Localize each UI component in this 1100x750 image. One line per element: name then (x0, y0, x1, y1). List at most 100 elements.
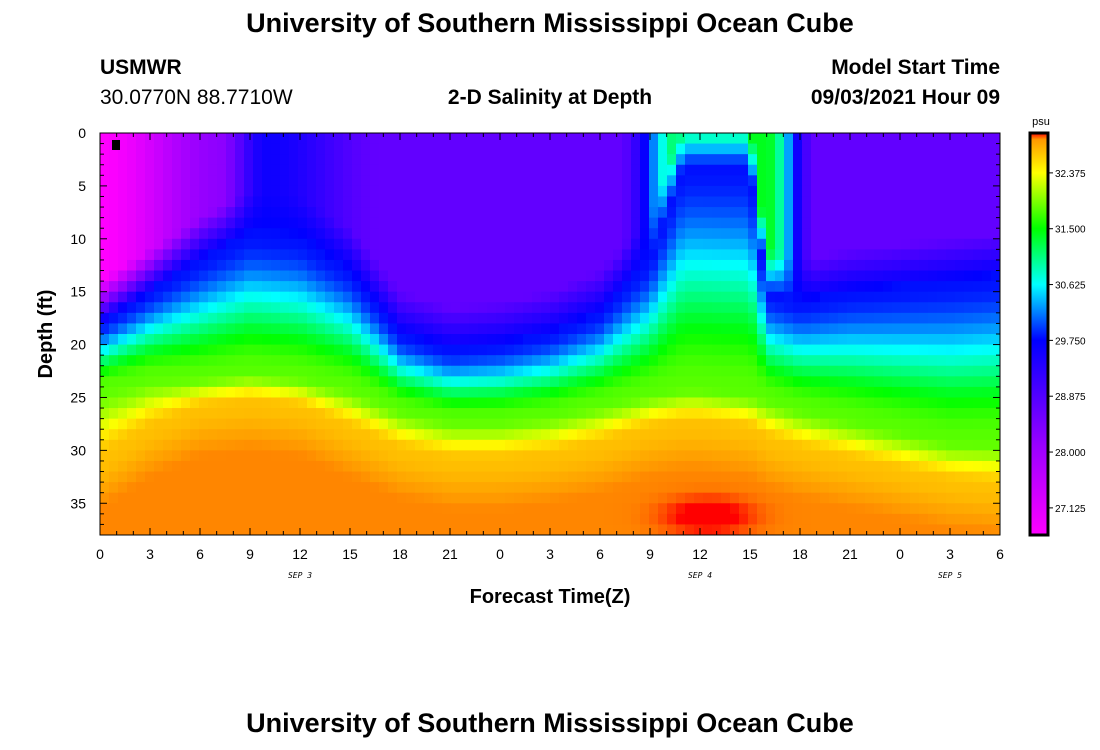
heatmap-cell (685, 355, 695, 367)
heatmap-cell (982, 450, 992, 462)
heatmap-cell (100, 492, 110, 504)
heatmap-cell (505, 323, 515, 335)
heatmap-cell (370, 471, 380, 483)
heatmap-cell (694, 217, 704, 229)
heatmap-cell (406, 133, 416, 145)
heatmap-cell (748, 408, 758, 420)
heatmap-cell (748, 196, 758, 208)
heatmap-cell (172, 376, 182, 388)
heatmap-cell (208, 312, 218, 325)
heatmap-cell (685, 259, 695, 272)
heatmap-cell (226, 376, 236, 388)
heatmap-cell (280, 238, 290, 250)
heatmap-cell (982, 207, 992, 219)
heatmap-cell (766, 164, 776, 176)
heatmap-cell (451, 355, 461, 367)
heatmap-cell (712, 439, 722, 451)
heatmap-cell (586, 344, 596, 356)
heatmap-cell (415, 323, 425, 335)
heatmap-cell (577, 418, 587, 430)
heatmap-cell (388, 228, 398, 240)
heatmap-cell (811, 524, 821, 535)
y-tick-label: 5 (78, 178, 86, 194)
heatmap-cell (685, 397, 695, 409)
heatmap-cell (523, 334, 533, 346)
heatmap-cell (748, 513, 758, 526)
heatmap-cell (631, 154, 641, 166)
heatmap-cell (892, 291, 902, 303)
heatmap-cell (928, 376, 938, 388)
heatmap-cell (775, 312, 785, 325)
heatmap-cell (415, 302, 425, 314)
heatmap-cell (100, 524, 110, 535)
heatmap-cell (811, 185, 821, 198)
heatmap-cell (460, 302, 470, 314)
heatmap-cell (676, 259, 686, 272)
heatmap-cell (442, 312, 452, 325)
heatmap-cell (874, 259, 884, 272)
heatmap-cell (802, 291, 812, 303)
heatmap-cell (271, 408, 281, 420)
heatmap-cell (937, 323, 947, 335)
heatmap-cell (910, 513, 920, 526)
heatmap-cell (100, 344, 110, 356)
heatmap-cell (811, 133, 821, 145)
heatmap-cell (838, 503, 848, 515)
heatmap-cell (352, 133, 362, 145)
heatmap-cell (496, 302, 506, 314)
heatmap-cell (712, 418, 722, 430)
heatmap-cell (838, 460, 848, 473)
heatmap-cell (145, 249, 155, 261)
heatmap-cell (262, 482, 272, 494)
heatmap-cell (109, 281, 119, 293)
heatmap-cell (631, 133, 641, 145)
heatmap-cell (631, 207, 641, 219)
heatmap-cell (424, 450, 434, 462)
heatmap-cell (208, 344, 218, 356)
heatmap-cell (442, 482, 452, 494)
heatmap-cell (415, 185, 425, 198)
heatmap-cell (550, 185, 560, 198)
heatmap-cell (955, 143, 965, 155)
heatmap-cell (316, 397, 326, 409)
heatmap-cell (946, 439, 956, 451)
heatmap-cell (172, 133, 182, 145)
heatmap-cell (928, 196, 938, 208)
heatmap-cell (631, 450, 641, 462)
heatmap-cell (226, 143, 236, 155)
heatmap-cell (703, 302, 713, 314)
heatmap-cell (748, 524, 758, 535)
heatmap-cell (874, 492, 884, 504)
heatmap-cell (136, 238, 146, 250)
heatmap-cell (145, 513, 155, 526)
heatmap-cell (604, 492, 614, 504)
heatmap-cell (595, 185, 605, 198)
heatmap-cell (523, 365, 533, 377)
heatmap-cell (145, 270, 155, 282)
heatmap-cell (451, 175, 461, 187)
heatmap-cell (118, 386, 128, 399)
heatmap-cell (361, 386, 371, 399)
heatmap-cell (568, 439, 578, 451)
heatmap-cell (379, 249, 389, 261)
heatmap-cell (847, 228, 857, 240)
heatmap-cell (829, 365, 839, 377)
heatmap-cell (433, 513, 443, 526)
heatmap-cell (802, 228, 812, 240)
heatmap-cell (271, 302, 281, 314)
heatmap-cell (775, 408, 785, 420)
heatmap-cell (838, 133, 848, 145)
heatmap-cell (910, 439, 920, 451)
heatmap-cell (973, 365, 983, 377)
heatmap-cell (514, 513, 524, 526)
heatmap-cell (163, 397, 173, 409)
heatmap-cell (865, 185, 875, 198)
heatmap-cell (280, 471, 290, 483)
heatmap-cell (694, 439, 704, 451)
heatmap-cell (424, 164, 434, 176)
heatmap-cell (847, 482, 857, 494)
heatmap-cell (577, 185, 587, 198)
heatmap-cell (721, 143, 731, 155)
heatmap-cell (433, 196, 443, 208)
heatmap-cell (568, 524, 578, 535)
